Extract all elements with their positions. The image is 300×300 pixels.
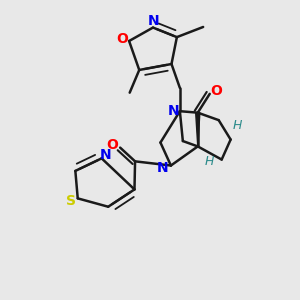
Text: S: S — [66, 194, 76, 208]
Text: N: N — [148, 14, 159, 28]
Text: O: O — [106, 138, 118, 152]
Text: O: O — [117, 32, 128, 46]
Text: O: O — [210, 85, 222, 98]
Text: N: N — [167, 104, 179, 118]
Text: N: N — [99, 148, 111, 162]
Text: H: H — [232, 119, 242, 132]
Text: H: H — [205, 155, 214, 168]
Text: N: N — [157, 161, 168, 175]
Polygon shape — [196, 113, 200, 146]
